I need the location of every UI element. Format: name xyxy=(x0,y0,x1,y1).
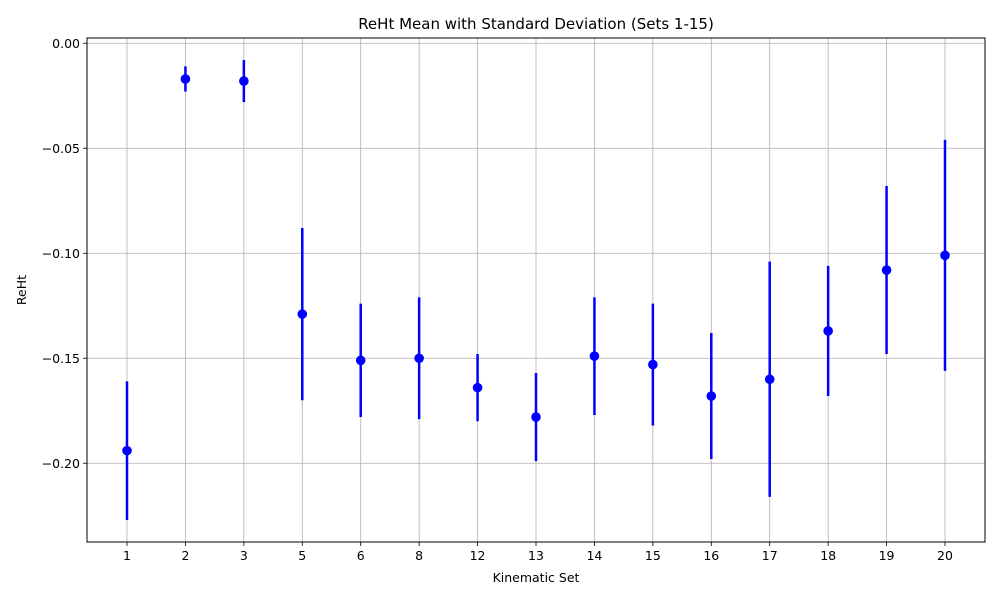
data-point xyxy=(239,76,249,86)
y-tick-label: −0.10 xyxy=(42,246,80,261)
data-point xyxy=(823,326,833,336)
data-point xyxy=(764,374,775,385)
x-tick-label: 17 xyxy=(762,548,778,563)
data-point xyxy=(472,382,483,393)
y-tick-label: 0.00 xyxy=(52,36,80,51)
data-point xyxy=(881,265,892,275)
data-point xyxy=(414,353,424,364)
y-tick-label: −0.20 xyxy=(42,456,80,471)
x-tick-label: 1 xyxy=(123,548,131,563)
x-tick-label: 6 xyxy=(357,548,365,563)
y-tick-label: −0.05 xyxy=(42,141,80,156)
data-series xyxy=(122,60,950,520)
x-tick-label: 16 xyxy=(703,548,719,563)
y-tick-label: −0.15 xyxy=(42,351,80,366)
y-axis-ticks: 0.00 −0.05 −0.10 −0.15 −0.20 xyxy=(42,36,87,471)
data-point xyxy=(355,355,366,366)
data-point xyxy=(648,359,658,370)
x-tick-label: 3 xyxy=(240,548,248,563)
data-point xyxy=(589,351,600,361)
data-point xyxy=(180,74,191,84)
data-point xyxy=(706,391,717,401)
x-tick-label: 5 xyxy=(298,548,306,563)
y-axis-label: ReHt xyxy=(14,275,29,305)
chart-title: ReHt Mean with Standard Deviation (Sets … xyxy=(358,15,714,33)
x-tick-label: 20 xyxy=(937,548,953,563)
grid-lines xyxy=(87,38,985,542)
x-tick-label: 19 xyxy=(879,548,895,563)
x-axis-label: Kinematic Set xyxy=(493,570,580,585)
x-tick-label: 14 xyxy=(586,548,602,563)
data-point xyxy=(531,412,541,422)
data-point xyxy=(122,445,132,456)
x-tick-label: 15 xyxy=(645,548,661,563)
x-tick-label: 12 xyxy=(470,548,486,563)
x-tick-label: 18 xyxy=(820,548,836,563)
x-tick-label: 2 xyxy=(181,548,189,563)
data-point xyxy=(940,250,950,261)
data-point xyxy=(297,309,308,319)
x-tick-label: 13 xyxy=(528,548,544,563)
x-tick-label: 8 xyxy=(415,548,423,563)
x-axis-ticks: 1 2 3 5 6 8 12 13 14 15 16 17 18 19 20 xyxy=(123,542,953,563)
